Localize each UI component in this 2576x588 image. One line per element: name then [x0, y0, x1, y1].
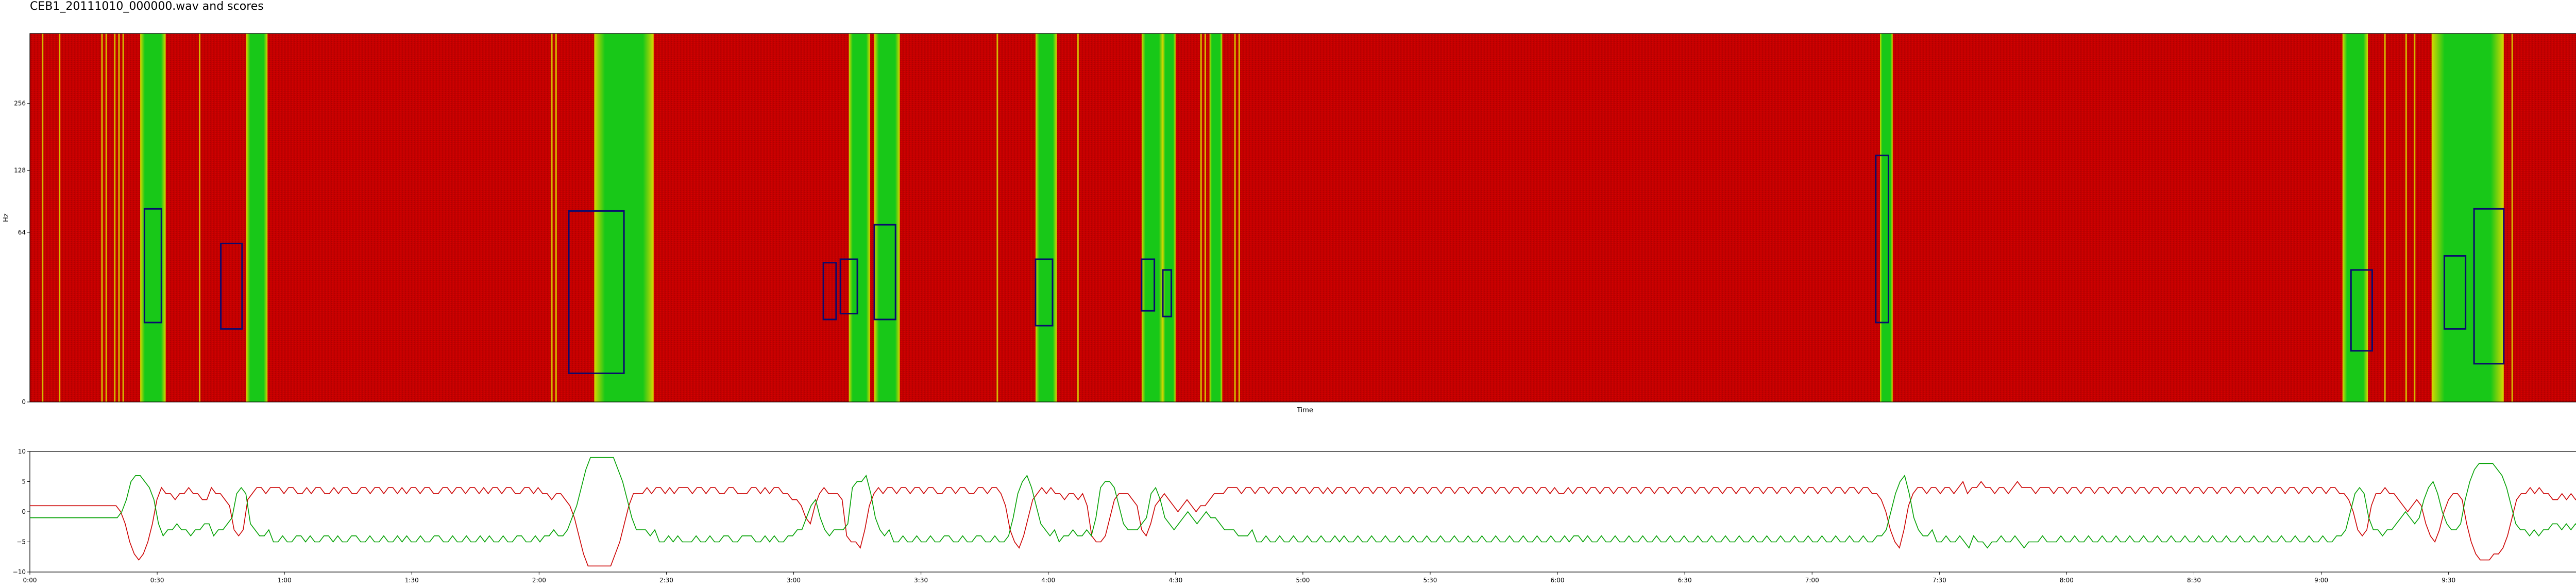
spectrogram-streak — [2405, 33, 2407, 402]
scores-x-tick-label: 0:00 — [23, 577, 37, 584]
scores-x-tick-label: 5:00 — [1296, 577, 1310, 584]
spectrogram-green-band — [849, 33, 870, 402]
spectrogram-y-tick-label: 0 — [22, 398, 26, 406]
scores-y-tick-label: −10 — [13, 568, 26, 576]
spectrogram-streak — [2414, 33, 2416, 402]
scores-x-tick-label: 3:30 — [914, 577, 928, 584]
scores-x-tick-label: 2:00 — [532, 577, 546, 584]
detection-box — [1035, 258, 1054, 327]
spectrogram-green-band — [874, 33, 900, 402]
spectrogram-streak — [996, 33, 998, 402]
spectrogram-streak — [198, 33, 200, 402]
scores-x-tick-label: 4:30 — [1168, 577, 1182, 584]
spectrogram-green-band — [1141, 33, 1163, 402]
detection-box — [220, 242, 243, 330]
scores-x-tick-label: 0:30 — [150, 577, 164, 584]
spectrogram-background — [30, 33, 2576, 402]
score-line-0 — [30, 480, 2576, 567]
page-title: CEB1_20111010_000000.wav and scores — [30, 0, 264, 13]
scores-x-tick-label: 1:00 — [278, 577, 292, 584]
scores-y-tick-label: 5 — [22, 478, 26, 485]
detection-box — [1875, 155, 1889, 324]
spectrogram-green-band — [246, 33, 268, 402]
spectrogram-x-axis-label: Time — [1296, 407, 1313, 414]
scores-x-tick-label: 2:30 — [659, 577, 673, 584]
spectrogram-streak — [105, 33, 107, 402]
spectrogram-streak — [118, 33, 120, 402]
spectrogram-streak — [1238, 33, 1240, 402]
spectrogram-green-band — [2431, 33, 2504, 402]
spectrogram-y-tick-label: 128 — [14, 167, 26, 174]
scores-x-tick-label: 5:30 — [1423, 577, 1437, 584]
detection-box — [2473, 208, 2505, 365]
scores-y-tick-label: −5 — [16, 539, 26, 546]
spectrogram-green-band — [1035, 33, 1057, 402]
spectrogram-frame — [29, 33, 2576, 402]
detection-box — [1162, 269, 1173, 317]
spectrogram-y-tick-label: 256 — [14, 100, 26, 107]
detection-box — [2350, 269, 2373, 352]
spectrogram-streak — [1234, 33, 1236, 402]
spectrogram-streak — [101, 33, 103, 402]
scores-y-tick-label: 0 — [22, 508, 26, 515]
spectrogram-streak — [114, 33, 116, 402]
scores-x-tick-label: 9:30 — [2442, 577, 2455, 584]
scores-x-tick-label: 1:30 — [405, 577, 419, 584]
spectrogram-streak — [551, 33, 553, 402]
spectrogram-streak — [2384, 33, 2386, 402]
spectrogram-y-tick-label: 64 — [18, 229, 26, 236]
spectrogram-streak — [59, 33, 61, 402]
scores-x-tick-label: 7:00 — [1805, 577, 1819, 584]
scores-x-tick-label: 6:30 — [1678, 577, 1692, 584]
detection-box — [568, 210, 625, 374]
spectrogram-streak — [122, 33, 124, 402]
spectrogram-streak — [1204, 33, 1206, 402]
spectrogram-streak — [555, 33, 557, 402]
spectrogram-green-band — [1880, 33, 1893, 402]
spectrogram-y-axis-label: Hz — [3, 213, 10, 222]
detection-box — [143, 208, 162, 324]
scores-x-tick-label: 9:00 — [2314, 577, 2328, 584]
spectrogram-green-band — [1209, 33, 1223, 402]
scores-y-tick-label: 10 — [18, 448, 26, 455]
detection-box — [839, 258, 858, 315]
detection-box — [1141, 258, 1156, 312]
spectrogram-streak — [42, 33, 44, 402]
scores-x-tick-label: 4:00 — [1041, 577, 1055, 584]
scores-x-tick-label: 7:30 — [1933, 577, 1946, 584]
score-line-1 — [30, 457, 2576, 549]
spectrogram-green-band — [1163, 33, 1176, 402]
scores-x-tick-label: 3:00 — [787, 577, 801, 584]
detection-box — [822, 262, 837, 321]
scores-x-tick-label: 6:00 — [1551, 577, 1565, 584]
spectrogram-streak — [2511, 33, 2513, 402]
scores-x-tick-label: 8:30 — [2187, 577, 2201, 584]
scores-frame — [29, 451, 2576, 573]
spectrogram-streak — [1077, 33, 1079, 402]
detection-box — [873, 224, 896, 321]
detection-box — [2443, 255, 2467, 330]
spectrogram-streak — [1200, 33, 1202, 402]
scores-x-tick-label: 8:00 — [2060, 577, 2074, 584]
spectrogram-green-band — [2342, 33, 2368, 402]
